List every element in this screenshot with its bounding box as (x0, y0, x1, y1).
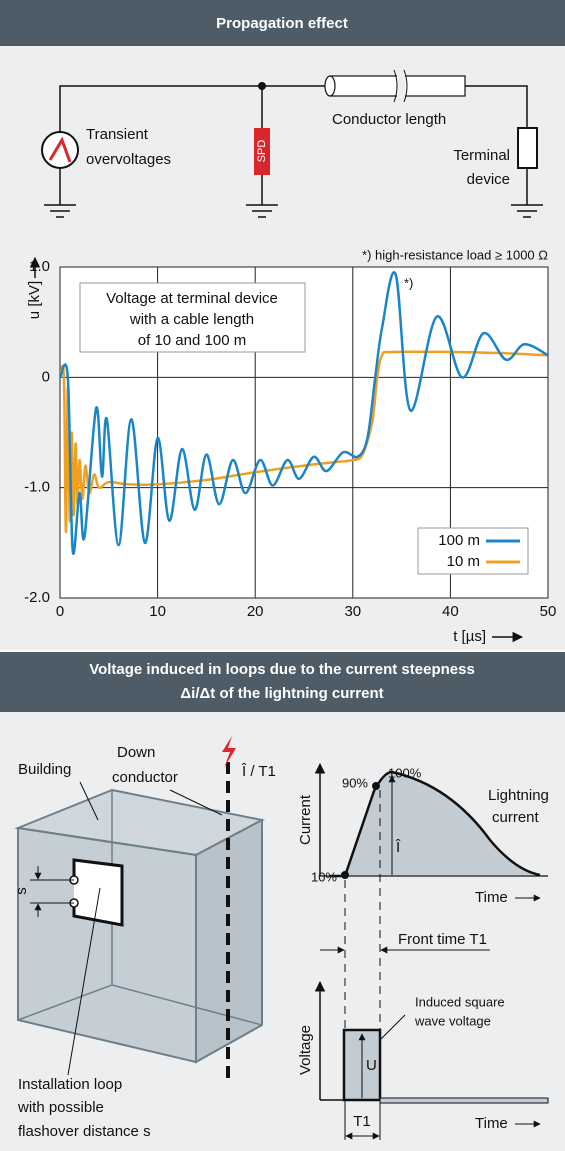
legend-label: 10 m (447, 553, 480, 570)
annotation: with a cable length (129, 311, 254, 328)
peak-marker: *) (404, 275, 413, 290)
front-time-label: Front time T1 (398, 931, 487, 948)
source-label: Transient (86, 126, 149, 143)
terminal-label: device (467, 171, 510, 188)
terminal-label: Terminal (453, 147, 510, 164)
x-tick-label: 40 (442, 603, 459, 620)
annotation: of 10 and 100 m (138, 332, 246, 349)
chart: *) high-resistance load ≥ 1000 Ω u [kV] … (24, 247, 556, 645)
conductor-label: Conductor length (332, 111, 446, 128)
percent-label: 100% (388, 765, 422, 780)
y-tick-label: 1.0 (29, 258, 50, 275)
y-tick-label: -2.0 (24, 589, 50, 606)
amplitude-label: U (366, 1057, 377, 1074)
installation-label: with possible (17, 1099, 104, 1116)
source-label: overvoltages (86, 151, 171, 168)
y-tick-label: -1.0 (24, 479, 50, 496)
axis-label: Time (475, 1115, 508, 1132)
wave-label: Induced square (415, 994, 505, 1009)
curve-label: Lightning (488, 787, 549, 804)
spd-label: SPD (256, 140, 268, 163)
x-tick-label: 20 (247, 603, 264, 620)
peak-label: Î (395, 839, 401, 856)
axis-label: Current (297, 794, 314, 845)
page: Propagation effect SPD Transient overvol… (0, 0, 565, 1151)
wave-label: wave voltage (414, 1013, 491, 1028)
down-conductor-label: Down (117, 744, 155, 761)
x-tick-label: 30 (344, 603, 361, 620)
down-conductor-label: conductor (112, 769, 178, 786)
header-title: Δi/Δt of the lightning current (180, 685, 383, 702)
percent-label: 10% (311, 869, 337, 884)
installation-label: Installation loop (18, 1076, 122, 1093)
legend-label: 100 m (438, 532, 480, 549)
x-tick-label: 0 (56, 603, 64, 620)
s-label: s (13, 887, 30, 895)
current-label: Î / T1 (241, 763, 276, 780)
x-axis-label: t [µs] (453, 628, 486, 645)
x-tick-label: 10 (149, 603, 166, 620)
chart-note: *) high-resistance load ≥ 1000 Ω (362, 247, 548, 262)
curve-label: current (492, 809, 540, 826)
y-axis-label: u [kV] (26, 281, 43, 319)
installation-label: flashover distance s (18, 1123, 151, 1140)
header-title: Voltage induced in loops due to the curr… (89, 661, 475, 678)
annotation: Voltage at terminal device (106, 290, 278, 307)
header-title: Propagation effect (216, 15, 348, 32)
y-tick-label: 0 (42, 368, 50, 385)
x-tick-label: 50 (540, 603, 557, 620)
percent-label: 90% (342, 775, 368, 790)
axis-label: Time (475, 889, 508, 906)
axis-label: Voltage (297, 1025, 314, 1075)
duration-label: T1 (353, 1113, 371, 1130)
building-label: Building (18, 761, 71, 778)
